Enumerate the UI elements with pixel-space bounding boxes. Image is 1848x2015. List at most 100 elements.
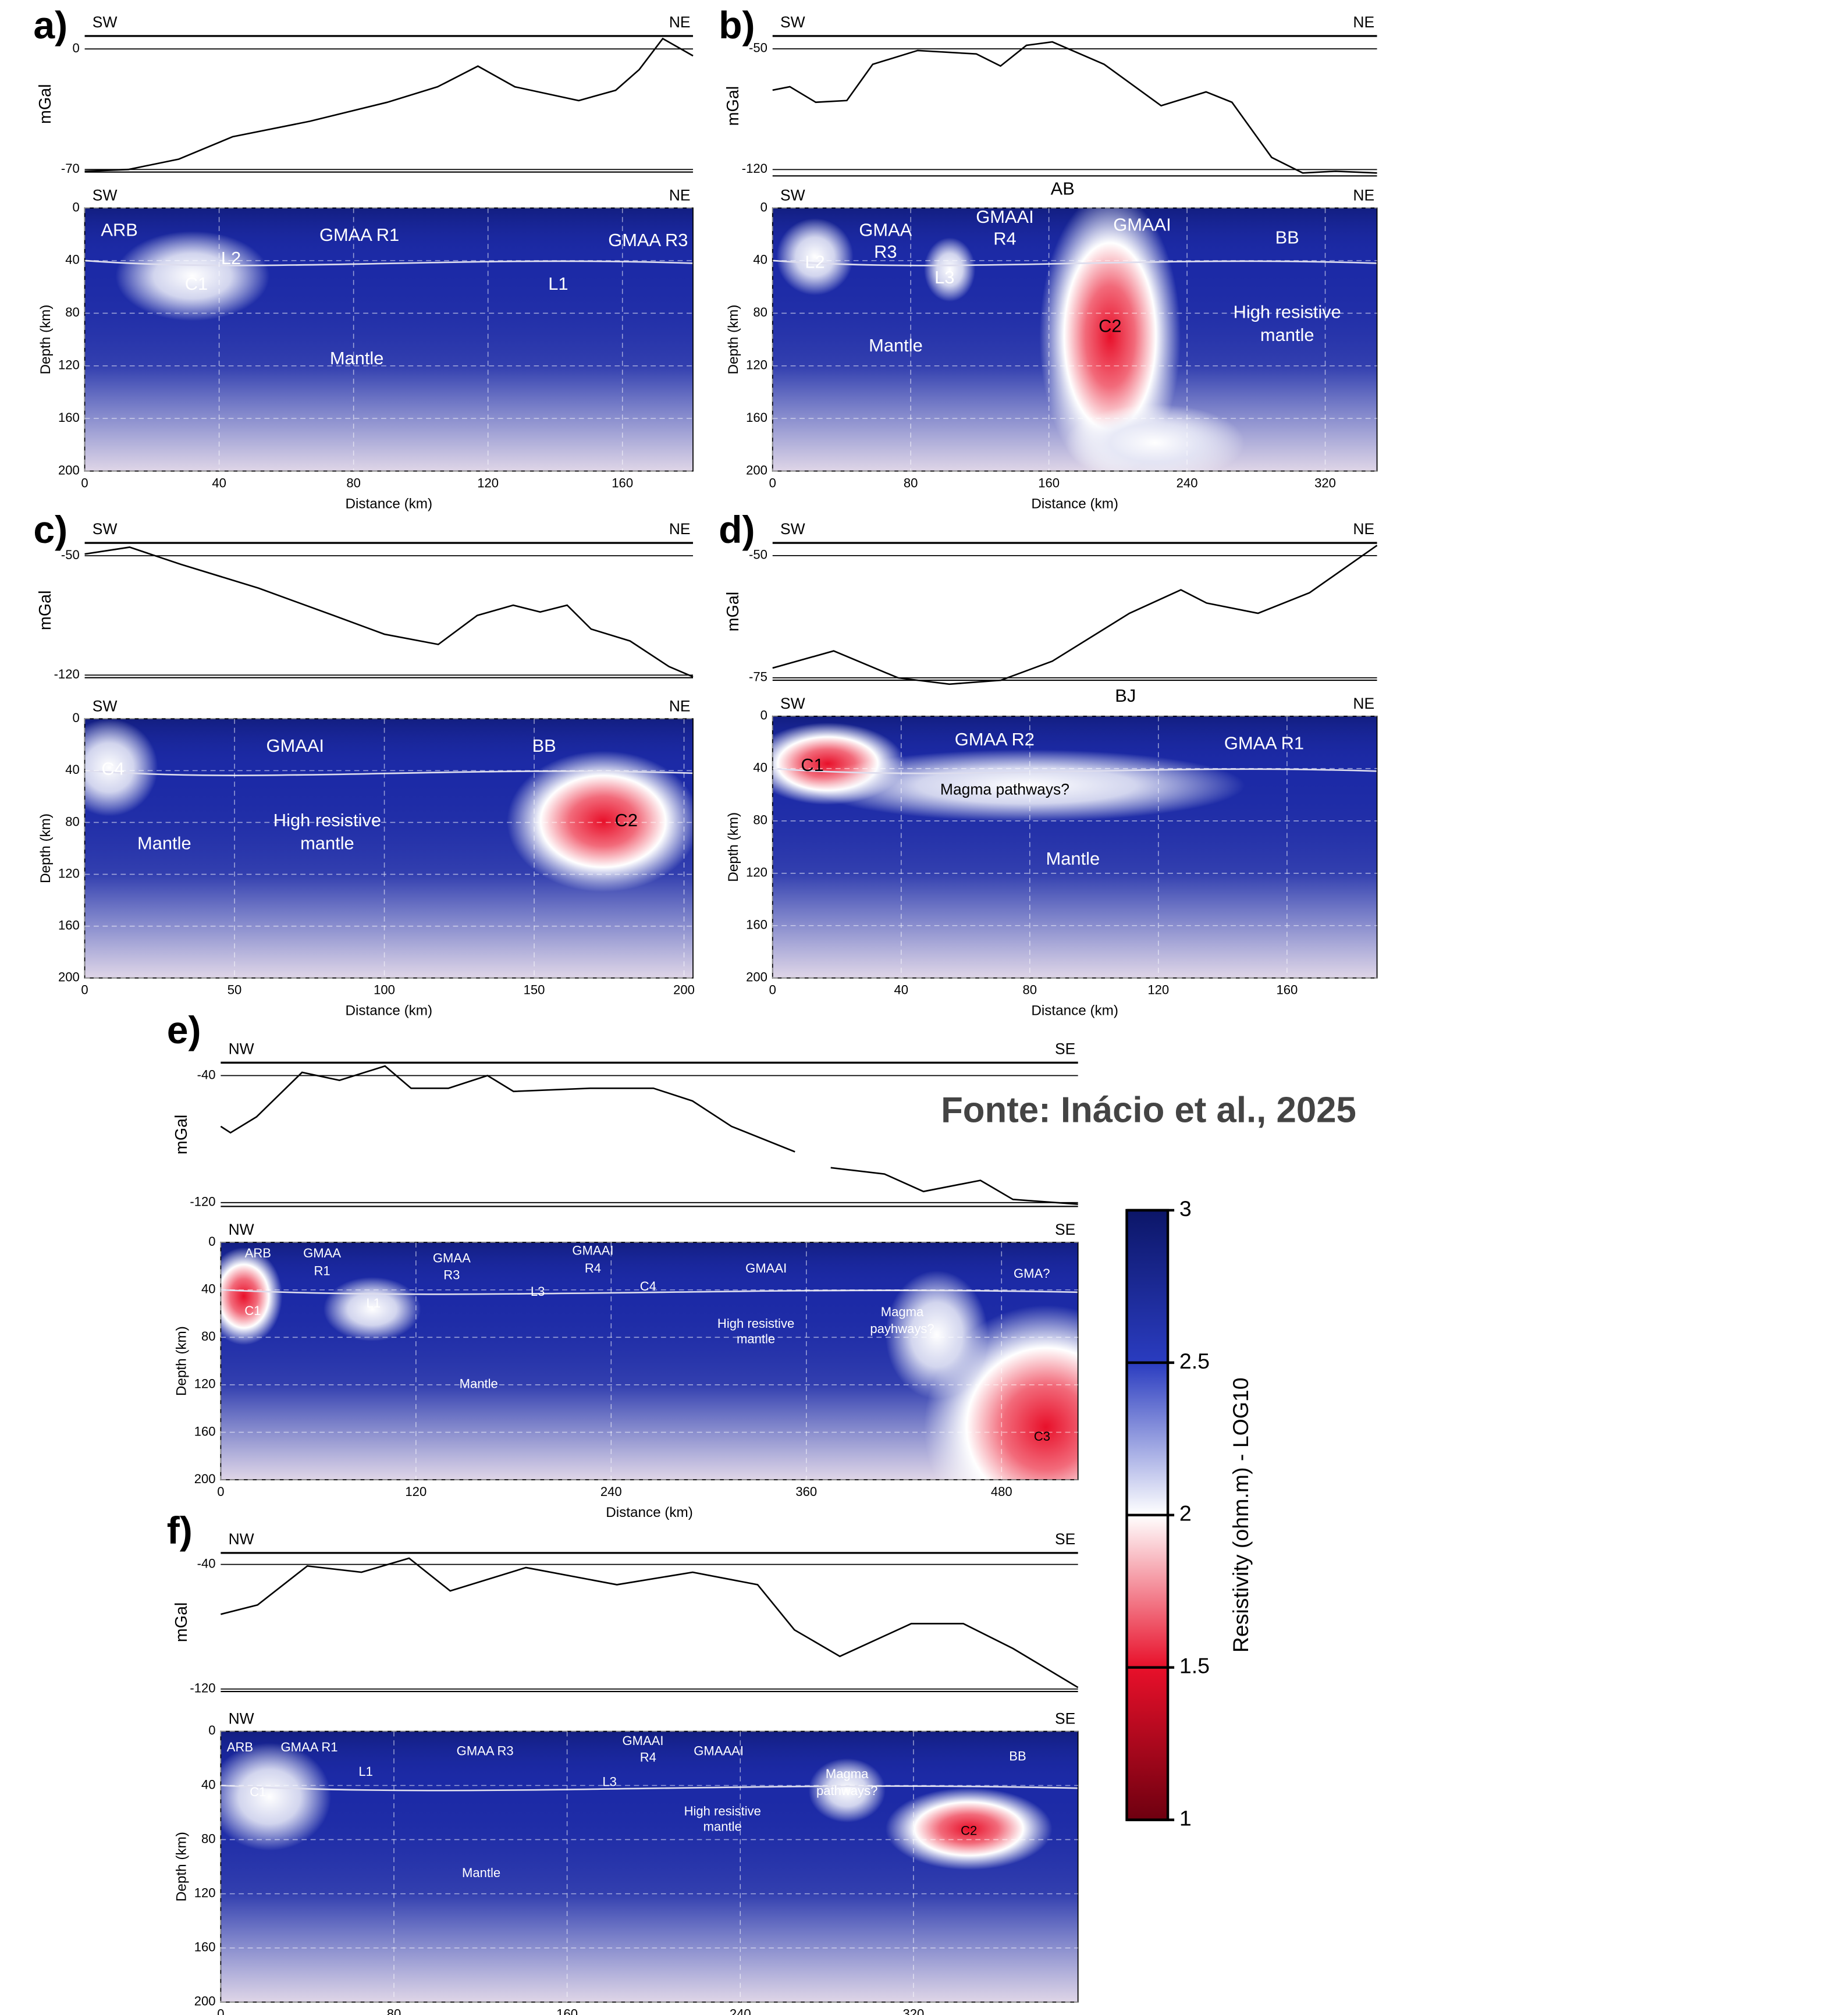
annotation: High resistive	[1234, 301, 1341, 322]
y-tick-label: -75	[749, 670, 767, 684]
y-tick-label: 120	[746, 865, 767, 880]
annotation: R3	[874, 241, 897, 262]
annotation: Magma pathways?	[940, 781, 1069, 798]
annotation: AB	[1051, 179, 1075, 199]
panel-label: a)	[33, 4, 67, 47]
resistivity-section	[84, 719, 693, 978]
lithosphere-boundary	[772, 260, 1377, 266]
x-tick-label: 120	[477, 475, 499, 490]
direction-label: NE	[669, 697, 691, 715]
annotation: L1	[367, 1296, 381, 1310]
direction-label: SW	[780, 520, 805, 538]
resistivity-shading	[221, 1731, 1078, 2002]
resistivity-anomaly	[84, 719, 158, 816]
annotation: Mantle	[330, 348, 384, 368]
annotation: GMAA R2	[955, 729, 1035, 749]
annotation: mantle	[300, 833, 354, 854]
y-axis-label: Depth (km)	[38, 813, 54, 883]
annotation: GMAA	[303, 1246, 341, 1260]
x-tick-label: 0	[217, 1484, 224, 1499]
section-frame	[772, 207, 1378, 472]
annotation: GMAA R1	[319, 225, 399, 245]
direction-label: SW	[780, 695, 805, 712]
resistivity-section	[772, 716, 1377, 978]
y-tick-label: -50	[749, 41, 767, 55]
annotation: L3	[531, 1284, 545, 1299]
annotation: GMAAI	[622, 1733, 663, 1748]
resistivity-section	[772, 208, 1377, 471]
resistivity-anomaly	[885, 1787, 1053, 1870]
annotation: R4	[585, 1261, 601, 1275]
direction-label: SE	[1055, 1040, 1075, 1057]
annotation: C4	[640, 1279, 656, 1293]
annotation: Magma	[881, 1305, 924, 1319]
direction-label: SE	[1055, 1710, 1075, 1728]
resistivity-section	[221, 1731, 1078, 2002]
annotation: High resistive	[684, 1804, 761, 1818]
annotation: R4	[993, 229, 1016, 249]
y-tick-label: 40	[65, 762, 80, 777]
y-tick-label: -40	[197, 1556, 216, 1570]
annotation: L1	[548, 273, 568, 294]
y-tick-label: 120	[746, 358, 767, 372]
section-frame	[84, 207, 694, 472]
y-tick-label: -50	[749, 548, 767, 562]
annotation: GMAAI	[976, 207, 1033, 227]
direction-label: NE	[1353, 13, 1374, 31]
direction-label: SW	[93, 187, 118, 204]
x-tick-label: 320	[903, 2007, 925, 2015]
x-tick-label: 240	[600, 1484, 622, 1499]
annotation: Mantle	[869, 335, 923, 356]
annotation: GMAA R3	[608, 230, 688, 250]
annotation: Magma	[826, 1767, 869, 1781]
y-tick-label: 200	[58, 970, 80, 985]
y-axis-label: mGal	[724, 86, 742, 126]
resistivity-anomaly	[885, 1270, 989, 1399]
resistivity-anomaly	[1065, 404, 1245, 471]
y-tick-label: 0	[72, 710, 79, 725]
annotation: C2	[961, 1823, 977, 1838]
y-tick-label: 80	[201, 1831, 216, 1846]
panel-label: e)	[167, 1009, 201, 1052]
y-axis-label: mGal	[36, 591, 55, 630]
x-tick-label: 0	[217, 2007, 224, 2015]
lithosphere-boundary	[84, 260, 693, 266]
annotation: L1	[358, 1764, 373, 1779]
annotation: GMA?	[1014, 1266, 1050, 1281]
annotation: ARB	[101, 219, 137, 240]
direction-label: NW	[229, 1040, 254, 1057]
annotation: GMAA R1	[1224, 733, 1304, 754]
colorbar-tick-label: 2	[1179, 1501, 1192, 1526]
x-tick-label: 320	[1314, 475, 1336, 490]
x-axis-label: Distance (km)	[346, 1003, 433, 1019]
y-tick-label: 40	[201, 1777, 216, 1792]
y-tick-label: 160	[194, 1940, 216, 1954]
direction-label: NE	[669, 13, 691, 31]
y-tick-label: 0	[760, 708, 767, 723]
x-tick-label: 100	[374, 983, 395, 997]
x-tick-label: 80	[904, 475, 918, 490]
gravity-profile	[221, 1557, 1079, 1689]
y-tick-label: 40	[201, 1282, 216, 1296]
resistivity-anomaly	[221, 1743, 332, 1851]
direction-label: SW	[780, 187, 805, 204]
y-tick-label: 200	[194, 1472, 216, 1486]
annotation: GMAA	[859, 219, 912, 240]
resistivity-anomaly	[776, 218, 854, 296]
y-axis-label: Depth (km)	[38, 305, 54, 375]
annotation: C1	[801, 755, 823, 775]
annotation: BB	[1275, 228, 1299, 248]
y-tick-label: -120	[190, 1681, 215, 1696]
y-tick-label: 160	[58, 410, 80, 425]
y-tick-label: 200	[746, 970, 767, 985]
resistivity-anomaly	[924, 237, 976, 302]
y-tick-label: -120	[54, 667, 80, 681]
x-tick-label: 120	[1147, 983, 1169, 997]
annotation: GMAAI	[266, 735, 324, 756]
y-tick-label: 40	[753, 760, 767, 775]
x-tick-label: 0	[81, 475, 88, 490]
y-tick-label: 200	[194, 1994, 216, 2009]
y-tick-label: 0	[760, 200, 767, 214]
annotation: C1	[250, 1785, 266, 1799]
